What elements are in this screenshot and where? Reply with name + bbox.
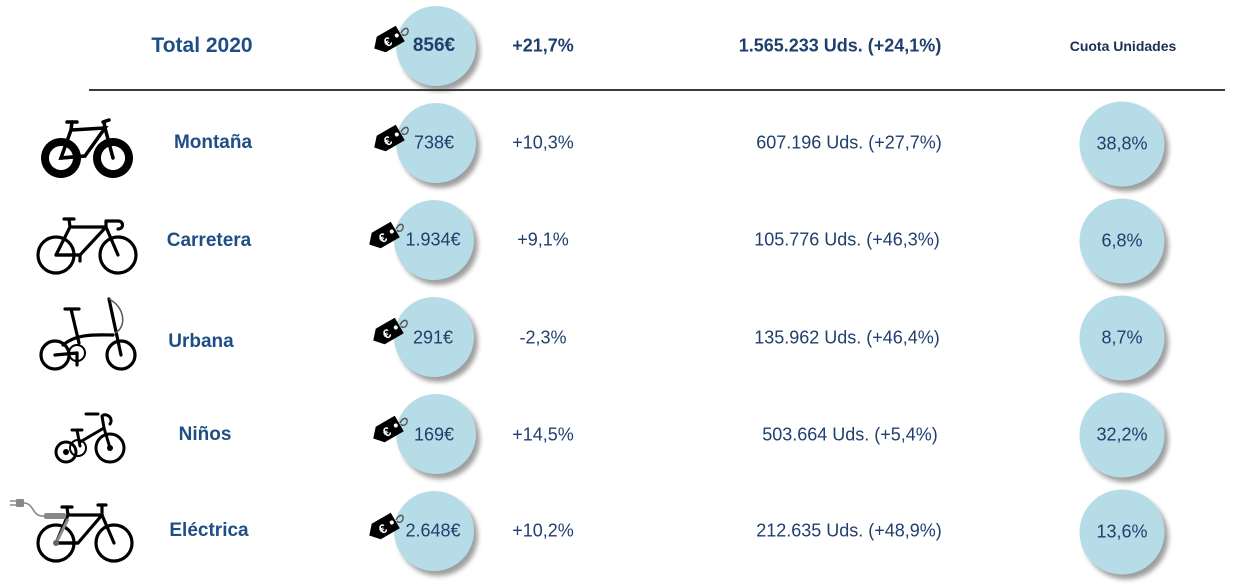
unit-share: 8,7%: [1101, 327, 1143, 348]
unit-share: 6,8%: [1101, 230, 1143, 251]
electric-bike-icon: [10, 499, 134, 563]
share-column-header: Cuota Unidades: [1069, 38, 1177, 54]
euro-price-tag-icon: [367, 315, 409, 349]
unit-share: 38,8%: [1096, 133, 1148, 154]
price-circle: [394, 297, 474, 377]
euro-price-tag-icon: [368, 23, 410, 57]
units-sold: 212.635 Uds. (+48,9%): [756, 520, 942, 541]
kids-bike-icon: [54, 412, 126, 464]
folding-bike-icon: [39, 297, 137, 371]
price-change: +10,2%: [512, 520, 574, 541]
avg-price: 169€: [413, 424, 455, 445]
total-avg-price: 856€: [412, 35, 456, 56]
euro-price-tag-icon: [363, 219, 405, 253]
price-circle: [396, 394, 476, 474]
mountain-bike-icon: [41, 118, 133, 178]
category-label: Niños: [178, 424, 232, 445]
total-price-change: +21,7%: [512, 35, 574, 56]
share-circle: [1079, 198, 1165, 284]
category-label: Montaña: [173, 132, 253, 153]
share-circle: [1079, 295, 1165, 381]
total-units: 1.565.233 Uds. (+24,1%): [738, 35, 942, 56]
units-sold: 607.196 Uds. (+27,7%): [756, 132, 942, 153]
category-label: Urbana: [168, 331, 234, 352]
avg-price: 291€: [412, 327, 454, 348]
unit-share: 13,6%: [1096, 521, 1148, 542]
units-sold: 503.664 Uds. (+5,4%): [762, 424, 938, 445]
category-label: Eléctrica: [169, 520, 249, 541]
price-circle: [394, 491, 474, 571]
price-circle: [394, 200, 474, 280]
share-circle: [1079, 392, 1165, 478]
avg-price: 738€: [413, 132, 455, 153]
road-bike-icon: [36, 217, 138, 275]
header-divider: [89, 89, 1225, 91]
price-change: +10,3%: [512, 132, 574, 153]
unit-share: 32,2%: [1096, 424, 1148, 445]
price-change: -2,3%: [519, 327, 567, 348]
euro-price-tag-icon: [367, 413, 409, 447]
share-circle: [1079, 489, 1165, 575]
euro-price-tag-icon: [363, 510, 405, 544]
avg-price: 2.648€: [405, 520, 461, 541]
units-sold: 135.962 Uds. (+46,4%): [754, 327, 940, 348]
category-label: Carretera: [166, 230, 252, 251]
euro-price-tag-icon: [368, 122, 410, 156]
total-title: Total 2020: [151, 34, 253, 57]
units-sold: 105.776 Uds. (+46,3%): [754, 229, 940, 250]
avg-price: 1.934€: [405, 229, 461, 250]
price-change: +14,5%: [512, 424, 574, 445]
price-change: +9,1%: [517, 229, 569, 250]
total-price-circle: [396, 6, 476, 86]
share-circle: [1079, 101, 1165, 187]
price-circle: [396, 103, 476, 183]
